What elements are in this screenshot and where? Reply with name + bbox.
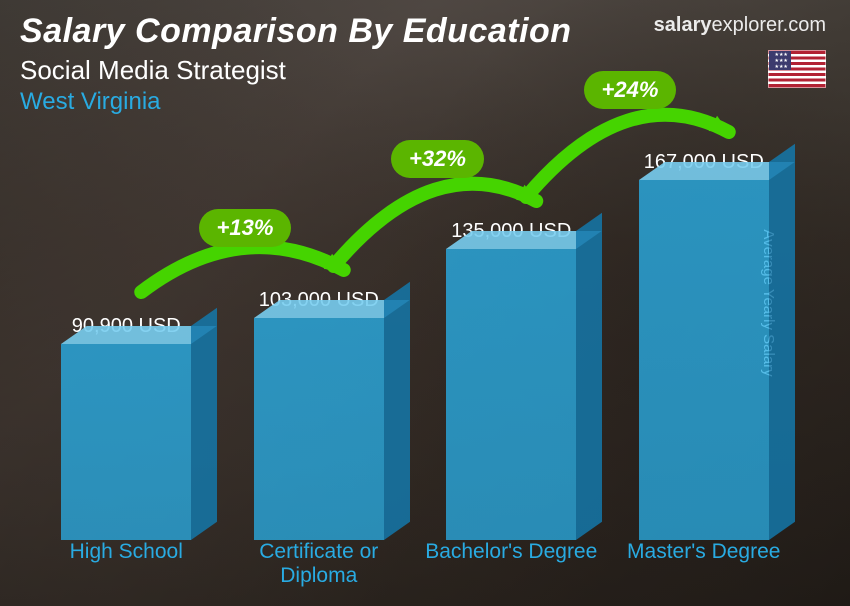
bar-front-face	[639, 180, 769, 540]
location: West Virginia	[20, 88, 830, 116]
bar-front-face	[254, 318, 384, 540]
increase-badge: +24%	[584, 71, 677, 109]
job-title: Social Media Strategist	[20, 55, 830, 86]
bar-3d	[446, 249, 576, 540]
bar-chart: 90,900 USD 103,000 USD 135,000 USD 167,0…	[30, 148, 800, 588]
bars-container: 90,900 USD 103,000 USD 135,000 USD 167,0…	[30, 148, 800, 540]
bar-group: 167,000 USD	[614, 151, 794, 540]
brand-light: explorer	[712, 14, 783, 36]
x-axis-labels: High School Certificate or DiplomaBachelo…	[30, 540, 800, 588]
bar-3d	[61, 344, 191, 540]
bar-front-face	[61, 344, 191, 540]
brand-watermark: salaryexplorer.com	[654, 14, 826, 37]
x-axis-label: Bachelor's Degree	[421, 540, 601, 588]
brand-suffix: .com	[783, 14, 826, 36]
us-flag-icon	[768, 50, 826, 88]
x-axis-label: Certificate or Diploma	[229, 540, 409, 588]
bar-group: 135,000 USD	[421, 220, 601, 540]
bar-3d	[639, 180, 769, 540]
bar-side-face	[576, 213, 602, 540]
bar-side-face	[769, 144, 795, 540]
increase-badge: +32%	[391, 140, 484, 178]
increase-badge: +13%	[199, 209, 292, 247]
bar-3d	[254, 318, 384, 540]
bar-group: 90,900 USD	[36, 315, 216, 540]
bar-side-face	[384, 282, 410, 540]
x-axis-label: High School	[36, 540, 216, 588]
x-axis-label: Master's Degree	[614, 540, 794, 588]
bar-side-face	[191, 308, 217, 540]
bar-group: 103,000 USD	[229, 289, 409, 540]
brand-bold: salary	[654, 14, 712, 36]
bar-front-face	[446, 249, 576, 540]
